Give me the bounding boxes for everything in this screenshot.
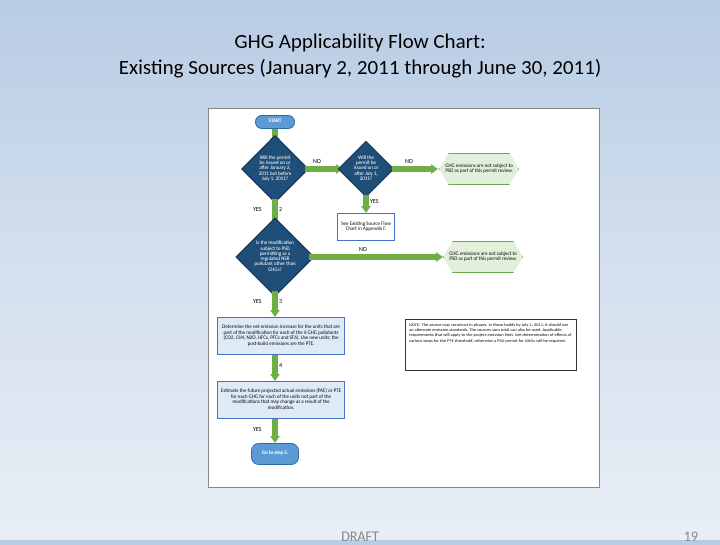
node-h2: GHG emissions are not subject to PSD as … — [443, 241, 523, 273]
note-label: NOTE: The source may construct in phases… — [409, 323, 571, 344]
ref1-label: See Existing Source Flow Chart in Append… — [340, 222, 392, 233]
step-num-2: 2 — [279, 205, 282, 213]
arrow-d3-h2 — [309, 254, 437, 260]
d1-label: Will the permit be issued on or after Ja… — [251, 145, 299, 193]
node-h1: GHG emissions are not subject to PSD as … — [439, 153, 519, 185]
node-note: NOTE: The source may construct in phases… — [405, 319, 577, 371]
arrowhead-p1-p2 — [270, 374, 280, 381]
node-end: Go to step 5. — [251, 443, 299, 465]
page-title: GHG Applicability Flow Chart: Existing S… — [0, 0, 720, 81]
arrowhead-d2-h1 — [431, 164, 438, 174]
arrowhead-d2-ref1 — [361, 206, 371, 213]
node-ref1: See Existing Source Flow Chart in Append… — [337, 213, 395, 241]
node-d3: Is the modification subject to PSD permi… — [247, 229, 303, 285]
h1-label: GHG emissions are not subject to PSD as … — [442, 164, 516, 175]
footer-draft: DRAFT — [341, 528, 379, 545]
arrow-p1-p2 — [272, 355, 278, 375]
arrow-d2-h1 — [392, 166, 432, 172]
title-line-2: Existing Sources (January 2, 2011 throug… — [0, 54, 720, 80]
step-num-4: 4 — [279, 361, 282, 369]
node-p2: Estimate the future projected actual emi… — [217, 381, 345, 419]
label-d3-h2: NO — [359, 245, 367, 253]
label-d1-d3: YES — [253, 205, 262, 213]
p2-label: Estimate the future projected actual emi… — [220, 389, 342, 411]
label-d2-ref1: YES — [370, 197, 379, 205]
label-p2-end: YES — [253, 425, 262, 433]
node-p1: Determine the net emission increase for … — [217, 317, 345, 355]
h2-label: GHG emissions are not subject to PSD as … — [446, 252, 520, 263]
arrow-d1-d2 — [305, 166, 337, 172]
p1-label: Determine the net emission increase for … — [220, 325, 342, 347]
node-d2: Will the permit be issued on or after Ju… — [346, 149, 386, 189]
node-start: START — [255, 115, 295, 129]
label-d1-d2: NO — [313, 157, 321, 165]
flowchart: START Will the permit be issued on or af… — [209, 109, 599, 487]
arrow-p2-end — [272, 419, 278, 437]
node-start-label: START — [269, 119, 282, 125]
title-line-1: GHG Applicability Flow Chart: — [0, 28, 720, 54]
arrowhead-p2-end — [270, 436, 280, 443]
step-num-3: 3 — [279, 297, 282, 305]
node-d1: Will the permit be issued on or after Ja… — [251, 145, 299, 193]
label-d3-p1: YES — [253, 297, 262, 305]
d3-label: Is the modification subject to PSD permi… — [247, 229, 303, 285]
d2-label: Will the permit be issued on or after Ju… — [346, 149, 386, 189]
arrowhead-d3-h2 — [436, 252, 443, 262]
arrowhead-d3-p1 — [270, 310, 280, 317]
footer-page-number: 19 — [684, 528, 698, 545]
end-label: Go to step 5. — [262, 451, 288, 457]
label-d2-h1: NO — [405, 157, 413, 165]
arrow-d3-p1 — [272, 291, 278, 311]
flowchart-panel: START Will the permit be issued on or af… — [208, 108, 600, 488]
